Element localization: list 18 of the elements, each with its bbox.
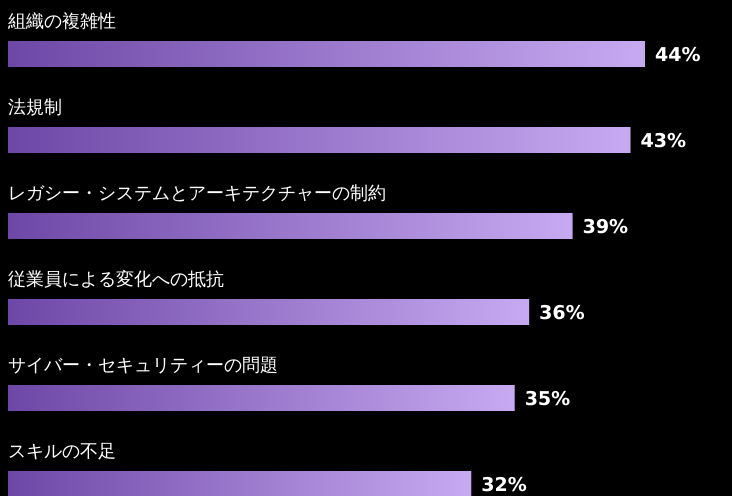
y-tick-label: 組織の複雑性 — [7, 11, 116, 32]
bar — [8, 385, 515, 411]
y-tick-label: 法規制 — [8, 97, 62, 118]
data-label: 32% — [481, 474, 527, 496]
y-tick-label: 従業員による変化への抵抗 — [8, 269, 224, 290]
data-label: 39% — [582, 216, 628, 238]
data-label: 36% — [539, 302, 585, 324]
data-label: 44% — [655, 44, 700, 66]
data-label: 43% — [640, 130, 686, 152]
bar — [8, 471, 472, 496]
y-tick-label: レガシー・システムとアーキテクチャーの制約 — [8, 183, 386, 204]
bar — [8, 299, 530, 325]
y-tick-label: スキルの不足 — [8, 441, 116, 462]
bar — [8, 127, 631, 153]
bar — [8, 41, 645, 67]
data-label: 35% — [524, 388, 570, 410]
y-tick-label: サイバー・セキュリティーの問題 — [8, 355, 278, 376]
bar — [8, 213, 573, 239]
